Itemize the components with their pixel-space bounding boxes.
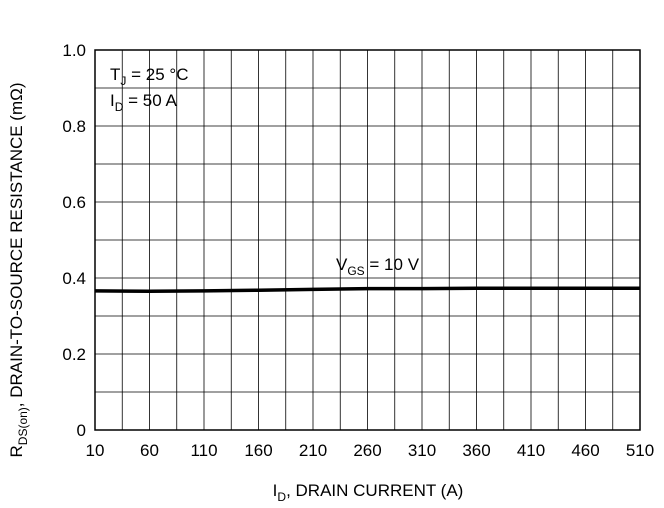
x-tick-label: 260	[353, 441, 381, 460]
y-tick-label: 0.2	[62, 345, 86, 364]
x-tick-label: 110	[190, 441, 217, 460]
x-tick-label: 60	[140, 441, 159, 460]
x-tick-label: 210	[299, 441, 327, 460]
grid	[94, 49, 641, 431]
x-tick-label: 310	[408, 441, 436, 460]
y-tick-label: 0.4	[62, 269, 86, 288]
annotation-temperature: TJ = 25 °C	[110, 65, 188, 88]
y-tick-label: 0.8	[62, 117, 86, 136]
plot-frame	[94, 49, 641, 431]
y-axis-label: RDS(on), DRAIN-TO-SOURCE RESISTANCE (mΩ)	[7, 83, 30, 458]
x-tick-label: 510	[626, 441, 654, 460]
x-tick-label: 460	[571, 441, 599, 460]
x-tick-label: 410	[517, 441, 545, 460]
x-tick-label: 10	[86, 441, 105, 460]
annotations: TJ = 25 °C ID = 50 A VGS = 10 V	[110, 65, 420, 278]
y-tick-label: 0	[77, 421, 86, 440]
y-tick-label: 0.6	[62, 193, 86, 212]
x-axis-label: ID, DRAIN CURRENT (A)	[273, 481, 464, 504]
x-tick-label: 160	[244, 441, 272, 460]
series-line	[94, 286, 640, 294]
series-layer	[94, 286, 640, 294]
x-axis-tick-labels: 10 60 110 160 210 260 310 360 410 460 510	[86, 441, 655, 460]
annotation-drain-current: ID = 50 A	[110, 91, 177, 114]
series-label: VGS = 10 V	[336, 255, 420, 278]
y-axis-tick-labels: 0 0.2 0.4 0.6 0.8 1.0	[62, 41, 86, 440]
x-tick-label: 360	[462, 441, 490, 460]
y-tick-label: 1.0	[62, 41, 86, 60]
